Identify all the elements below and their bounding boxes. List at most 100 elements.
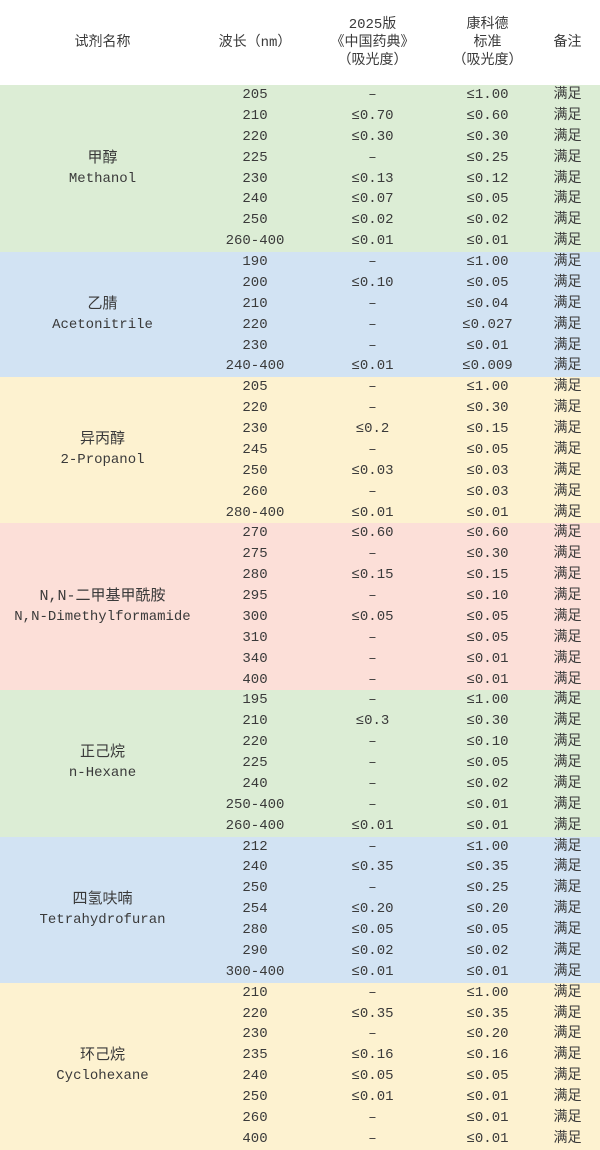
wavelength-cell: 240-400 <box>225 358 285 375</box>
concord-cell: ≤0.04 <box>466 295 509 312</box>
remark-cell: 满足 <box>553 838 582 855</box>
wavelength-cell: 290 <box>242 942 268 959</box>
concord-cell: ≤0.05 <box>466 1068 509 1085</box>
wavelength-cell: 220 <box>242 1005 268 1022</box>
reagent-name-cell: 四氢呋喃 Tetrahydrofuran <box>0 889 205 931</box>
remark-cell: 满足 <box>553 1026 582 1043</box>
pharmacopoeia-cell: – <box>368 880 377 897</box>
concord-cell: ≤1.00 <box>466 984 509 1001</box>
concord-cell: ≤0.60 <box>466 107 509 124</box>
remark-cell: 满足 <box>553 274 582 291</box>
concord-cell: ≤1.00 <box>466 838 509 855</box>
remark-cell: 满足 <box>553 316 582 333</box>
reagent-name-zh: 乙腈 <box>87 295 118 313</box>
reagent-name-en: N,N-Dimethylformamide <box>14 608 191 625</box>
concord-cell: ≤0.05 <box>466 191 509 208</box>
concord-cell: ≤0.15 <box>466 567 509 584</box>
pharmacopoeia-cell: – <box>368 149 377 166</box>
pharmacopoeia-cell: ≤0.05 <box>351 1068 394 1085</box>
concord-cell: ≤0.12 <box>466 170 509 187</box>
pharmacopoeia-cell: ≤0.30 <box>351 128 394 145</box>
remark-cell: 满足 <box>553 337 582 354</box>
concord-cell: ≤0.01 <box>466 1130 509 1147</box>
pharmacopoeia-cell: ≤0.01 <box>351 963 394 980</box>
reagent-name-zh: 正己烷 <box>79 744 125 762</box>
pharmacopoeia-cell: ≤0.16 <box>351 1047 394 1064</box>
remark-cell: 满足 <box>553 984 582 1001</box>
pharmacopoeia-cell: ≤0.13 <box>351 170 394 187</box>
pharmacopoeia-cell: – <box>368 984 377 1001</box>
concord-cell: ≤0.30 <box>466 400 509 417</box>
reagent-name-cell: 异丙醇 2-Propanol <box>0 429 205 471</box>
pharmacopoeia-cell: ≤0.05 <box>351 922 394 938</box>
wavelength-cell: 260-400 <box>225 233 285 250</box>
wavelength-cell: 280 <box>242 922 268 938</box>
concord-cell: ≤0.01 <box>466 504 509 521</box>
remark-cell: 满足 <box>553 525 582 542</box>
wavelength-cell: 250 <box>242 880 268 897</box>
pharmacopoeia-cell: ≤0.02 <box>351 942 394 959</box>
concord-cell: ≤0.05 <box>466 441 509 458</box>
concord-cell: ≤0.16 <box>466 1047 509 1064</box>
pharmacopoeia-cell: ≤0.05 <box>351 608 394 625</box>
wavelength-cell: 270 <box>242 525 268 542</box>
concord-cell: ≤0.03 <box>466 462 509 479</box>
pharmacopoeia-cell: ≤0.10 <box>351 274 394 291</box>
remark-cell: 满足 <box>553 713 582 730</box>
wavelength-cell: 250-400 <box>225 796 285 813</box>
reagent-name-en: Methanol <box>68 170 137 187</box>
wavelength-cell: 245 <box>242 441 268 458</box>
wavelength-cell: 205 <box>242 87 268 103</box>
concord-cell: ≤0.20 <box>466 901 509 918</box>
wavelength-cell: 235 <box>242 1047 268 1064</box>
pharmacopoeia-cell: ≤0.01 <box>351 817 394 834</box>
pharmacopoeia-cell: ≤0.20 <box>351 901 394 918</box>
wavelength-cell: 195 <box>242 692 268 709</box>
header-cell-reagent: 试剂名称 <box>0 34 205 52</box>
reagent-name-cell: N,N-二甲基甲酰胺 N,N-Dimethylformamide <box>0 586 205 628</box>
pharmacopoeia-cell: ≤0.01 <box>351 1089 394 1105</box>
wavelength-cell: 212 <box>242 838 268 855</box>
pharmacopoeia-cell: ≤0.07 <box>351 191 394 208</box>
wavelength-cell: 275 <box>242 546 268 563</box>
wavelength-cell: 280-400 <box>225 504 285 521</box>
remark-cell: 满足 <box>553 1130 582 1147</box>
remark-cell: 满足 <box>553 1047 582 1064</box>
wavelength-cell: 230 <box>242 337 268 354</box>
header-cell-pharmacopoeia-line: （吸光度） <box>337 52 408 69</box>
reagent-name-zh: 异丙醇 <box>79 431 125 449</box>
remark-cell: 满足 <box>553 128 582 145</box>
header-cell-wavelength-line: 波长（nm） <box>218 34 292 51</box>
concord-cell: ≤0.10 <box>466 588 509 604</box>
concord-cell: ≤0.01 <box>466 963 509 980</box>
pharmacopoeia-cell: ≤0.35 <box>351 1005 394 1022</box>
pharmacopoeia-cell: ≤0.01 <box>351 504 394 521</box>
wavelength-cell: 240 <box>242 859 268 876</box>
remark-cell: 满足 <box>553 295 582 312</box>
remark-cell: 满足 <box>553 901 582 918</box>
header-cell-wavelength: 波长（nm） <box>205 34 305 52</box>
concord-cell: ≤0.01 <box>466 671 509 688</box>
concord-cell: ≤0.01 <box>466 650 509 667</box>
remark-cell: 满足 <box>553 546 582 563</box>
remark-cell: 满足 <box>553 608 582 625</box>
reagent-name-zh: 环己烷 <box>79 1047 125 1065</box>
pharmacopoeia-cell: – <box>368 379 377 396</box>
wavelength-cell: 230 <box>242 421 268 437</box>
concord-cell: ≤0.30 <box>466 546 509 563</box>
remark-cell: 满足 <box>553 671 582 688</box>
pharmacopoeia-cell: – <box>368 588 377 604</box>
remark-cell: 满足 <box>553 650 582 667</box>
concord-cell: ≤0.05 <box>466 629 509 646</box>
reagent-name-en: Tetrahydrofuran <box>39 911 166 928</box>
pharmacopoeia-cell: – <box>368 775 377 792</box>
pharmacopoeia-cell: – <box>368 1109 377 1126</box>
reagent-name-zh: 甲醇 <box>87 149 118 167</box>
wavelength-cell: 295 <box>242 588 268 604</box>
remark-cell: 满足 <box>553 567 582 584</box>
pharmacopoeia-cell: – <box>368 671 377 688</box>
concord-cell: ≤0.02 <box>466 775 509 792</box>
wavelength-cell: 210 <box>242 984 268 1001</box>
header-cell-reagent-line: 试剂名称 <box>74 34 131 51</box>
remark-cell: 满足 <box>553 588 582 604</box>
